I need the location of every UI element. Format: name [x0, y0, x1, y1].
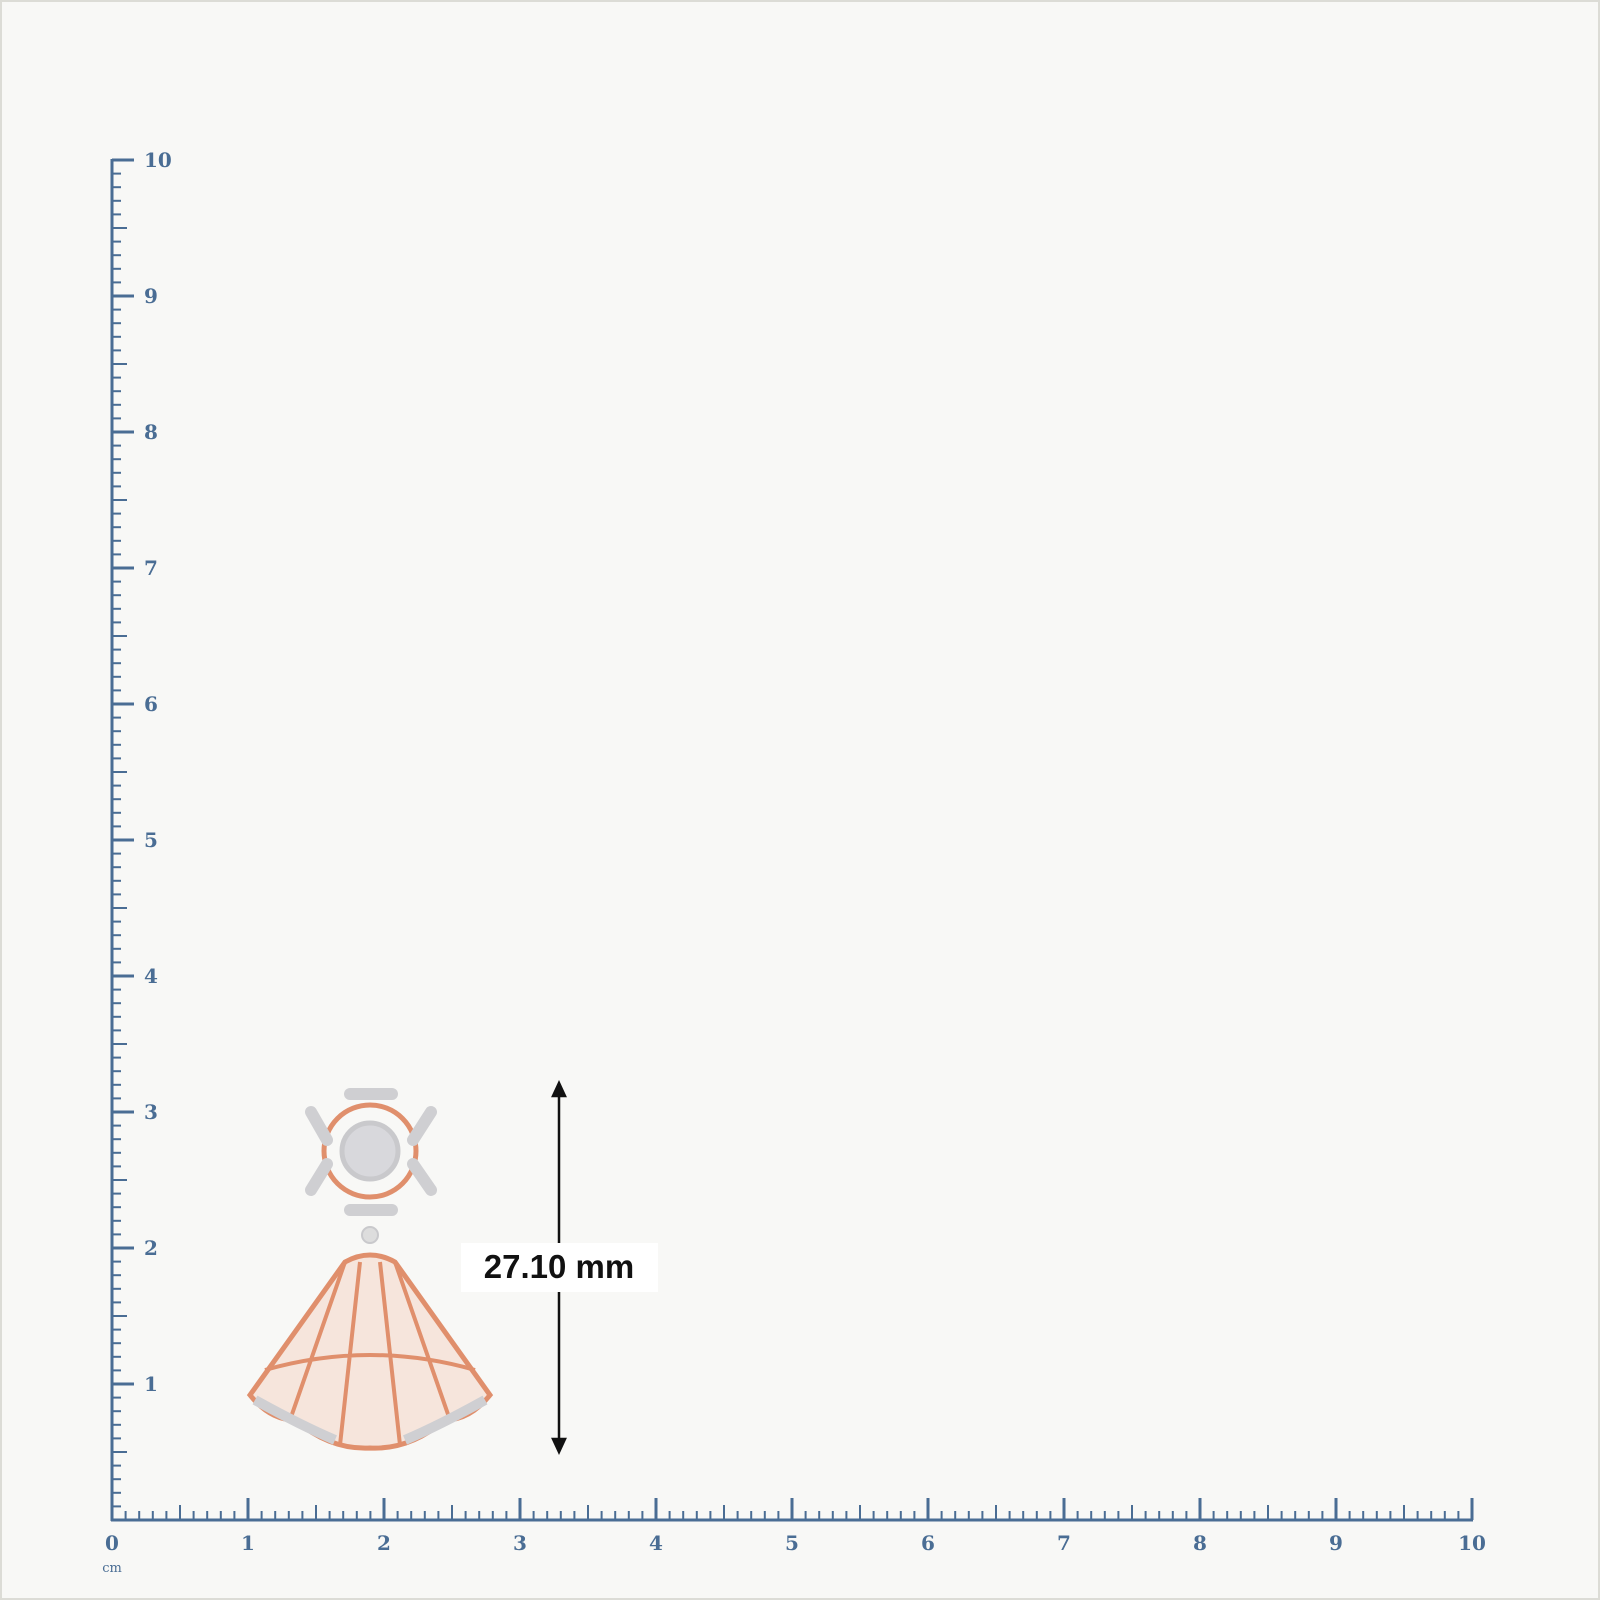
measure-box	[461, 1243, 658, 1292]
x-tick-label: 4	[649, 1531, 663, 1555]
y-tick-label: 7	[144, 556, 158, 580]
x-tick-label: 6	[921, 1531, 935, 1555]
y-tick-label: 1	[144, 1372, 158, 1396]
flower-petals	[305, 1088, 437, 1216]
x-tick-label: 5	[785, 1531, 799, 1555]
y-tick-label: 8	[144, 420, 158, 444]
x-tick-label: 8	[1193, 1531, 1207, 1555]
y-tick-label: 2	[144, 1236, 158, 1260]
y-tick-label: 3	[144, 1100, 158, 1124]
x-tick-label: 9	[1329, 1531, 1343, 1555]
link	[361, 1226, 379, 1244]
y-tick-label: 4	[144, 964, 158, 988]
x-tick-label: 3	[513, 1531, 527, 1555]
y-tick-label: 5	[144, 828, 158, 852]
flower-center	[339, 1120, 401, 1182]
bell-stones	[252, 1395, 488, 1445]
y-tick-label: 6	[144, 692, 158, 716]
earring	[246, 1088, 494, 1451]
x-tick-label: 2	[377, 1531, 391, 1555]
unit-label: cm	[102, 1561, 122, 1576]
x-tick-label: 7	[1057, 1531, 1071, 1555]
y-tick-label: 10	[144, 148, 172, 172]
measure-label: 27.10 mm	[484, 1248, 634, 1285]
x-tick-label: 1	[241, 1531, 255, 1555]
y-tick-label: 9	[144, 284, 158, 308]
x-tick-label: 0	[105, 1531, 119, 1555]
x-tick-label: 10	[1458, 1531, 1486, 1555]
flower-ring	[321, 1102, 419, 1200]
ruler	[110, 158, 1474, 1522]
bell-bars	[264, 1261, 476, 1446]
